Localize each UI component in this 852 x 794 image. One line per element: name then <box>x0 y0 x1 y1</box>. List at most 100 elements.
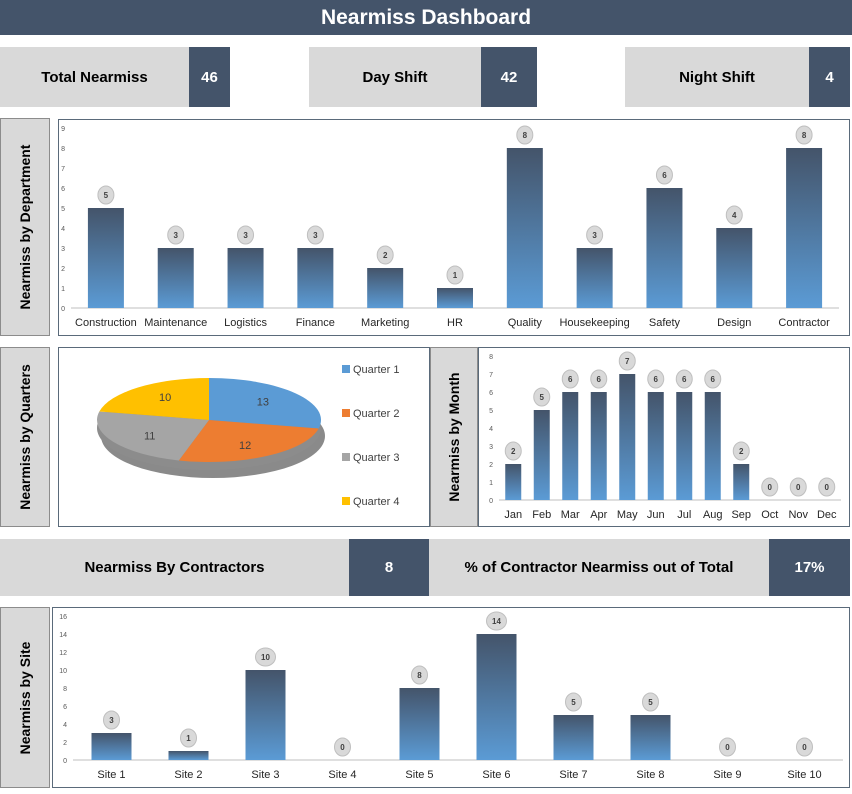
x-tick-label: Site 7 <box>559 769 587 781</box>
y-tick-label: 3 <box>61 246 65 253</box>
data-label-bubble <box>516 125 534 145</box>
data-label-bubble <box>761 477 779 497</box>
x-tick-label: Construction <box>75 317 137 329</box>
x-tick-label: Jan <box>504 509 522 521</box>
contractor-value: 8 <box>349 539 429 596</box>
x-tick-label: Finance <box>296 317 335 329</box>
y-tick-label: 2 <box>61 266 65 273</box>
x-tick-label: Quality <box>508 317 543 329</box>
data-label: 0 <box>725 743 730 752</box>
y-tick-label: 6 <box>63 704 67 711</box>
data-label: 0 <box>825 483 830 492</box>
data-label: 7 <box>625 357 630 366</box>
site-chart-box: 0 2 4 6 8 10 12 14 16 3 Site 1 1 Site 2 10 Site 3 0 Site… <box>52 607 850 788</box>
y-tick-label: 1 <box>61 286 65 293</box>
bar-Site 1 <box>91 733 132 760</box>
bar-Site 3 <box>245 670 286 760</box>
data-label-bubble <box>704 369 722 389</box>
legend-label: Quarter 1 <box>353 364 399 376</box>
bar-Jun <box>647 392 664 500</box>
y-tick-label: 9 <box>61 126 65 133</box>
month-section-label: Nearmiss by Month <box>430 347 478 527</box>
x-tick-label: Site 3 <box>251 769 279 781</box>
y-tick-label: 7 <box>489 372 493 379</box>
x-tick-label: Site 2 <box>174 769 202 781</box>
pie-data-label: 11 <box>144 430 155 442</box>
x-tick-label: Dec <box>817 509 837 521</box>
dashboard-title: Nearmiss Dashboard <box>0 0 852 35</box>
data-label-bubble <box>675 369 693 389</box>
quarters-section-label: Nearmiss by Quarters <box>0 347 50 527</box>
legend-swatch <box>342 453 350 461</box>
pie-slice-Quarter 1 <box>209 378 321 429</box>
data-label-bubble <box>97 185 115 205</box>
data-label: 3 <box>592 231 597 240</box>
x-tick-label: Site 10 <box>787 769 821 781</box>
data-label: 6 <box>568 375 573 384</box>
data-label-bubble <box>732 441 750 461</box>
site-section-label: Nearmiss by Site <box>0 607 50 788</box>
data-label: 2 <box>739 447 744 456</box>
pie-data-label: 13 <box>257 396 269 408</box>
y-tick-label: 10 <box>59 668 67 675</box>
y-tick-label: 6 <box>489 390 493 397</box>
kpi-total-value: 46 <box>189 47 230 107</box>
data-label-bubble <box>647 369 665 389</box>
bar-Contractor <box>786 148 823 308</box>
site-title: Nearmiss by Site <box>17 641 33 754</box>
data-label: 0 <box>340 743 345 752</box>
y-tick-label: 0 <box>63 758 67 765</box>
data-label: 8 <box>523 131 528 140</box>
data-label: 5 <box>104 191 109 200</box>
data-label: 6 <box>711 375 716 384</box>
data-label: 10 <box>261 653 270 662</box>
x-tick-label: HR <box>447 317 463 329</box>
data-label-bubble <box>655 165 673 185</box>
data-label-bubble <box>446 265 464 285</box>
data-label-bubble <box>180 728 197 748</box>
data-label-bubble <box>167 225 185 245</box>
data-label-bubble <box>504 441 522 461</box>
x-tick-label: Jul <box>677 509 691 521</box>
x-tick-label: Site 5 <box>405 769 433 781</box>
bar-Site 6 <box>476 634 517 760</box>
y-tick-label: 7 <box>61 166 65 173</box>
kpi-night-label: Night Shift <box>625 47 809 107</box>
bar-Housekeeping <box>576 248 613 308</box>
x-tick-label: Jun <box>647 509 665 521</box>
kpi-day-value: 42 <box>481 47 537 107</box>
bar-Jan <box>505 464 522 500</box>
month-chart: 0 1 2 3 4 5 6 7 8 2 Jan 5 Feb 6 Mar 6 Apr 7 May 6 Jun 6 Jul 6 Au… <box>489 351 841 521</box>
y-tick-label: 1 <box>489 480 493 487</box>
pie-data-label: 12 <box>239 440 251 452</box>
pie-slice-Quarter 2 <box>178 420 319 462</box>
data-label-bubble <box>586 225 604 245</box>
contractor-label: Nearmiss By Contractors <box>0 539 349 596</box>
x-tick-label: Contractor <box>778 317 830 329</box>
bar-Mar <box>562 392 579 500</box>
data-label: 1 <box>186 734 191 743</box>
data-label-bubble <box>561 369 579 389</box>
y-tick-label: 4 <box>63 722 67 729</box>
y-tick-label: 8 <box>489 354 493 361</box>
data-label-bubble <box>795 125 813 145</box>
x-tick-label: Nov <box>788 509 808 521</box>
x-tick-label: Apr <box>590 509 607 521</box>
legend-label: Quarter 4 <box>353 496 399 508</box>
bar-May <box>619 374 636 500</box>
x-tick-label: Mar <box>561 509 580 521</box>
y-tick-label: 0 <box>489 498 493 505</box>
x-tick-label: May <box>617 509 638 521</box>
data-label-bubble <box>306 225 324 245</box>
y-tick-label: 16 <box>59 614 67 621</box>
x-tick-label: Maintenance <box>144 317 207 329</box>
quarters-chart-box: 13 12 11 10 Quarter 1 Quarter 2 Quarter 3 Quart… <box>58 347 430 527</box>
x-tick-label: Site 6 <box>482 769 510 781</box>
data-label-bubble <box>565 692 582 712</box>
data-label: 14 <box>492 617 501 626</box>
bar-Safety <box>646 188 683 308</box>
legend-swatch <box>342 409 350 417</box>
y-tick-label: 4 <box>61 226 65 233</box>
legend-label: Quarter 2 <box>353 408 399 420</box>
bar-Apr <box>590 392 607 500</box>
